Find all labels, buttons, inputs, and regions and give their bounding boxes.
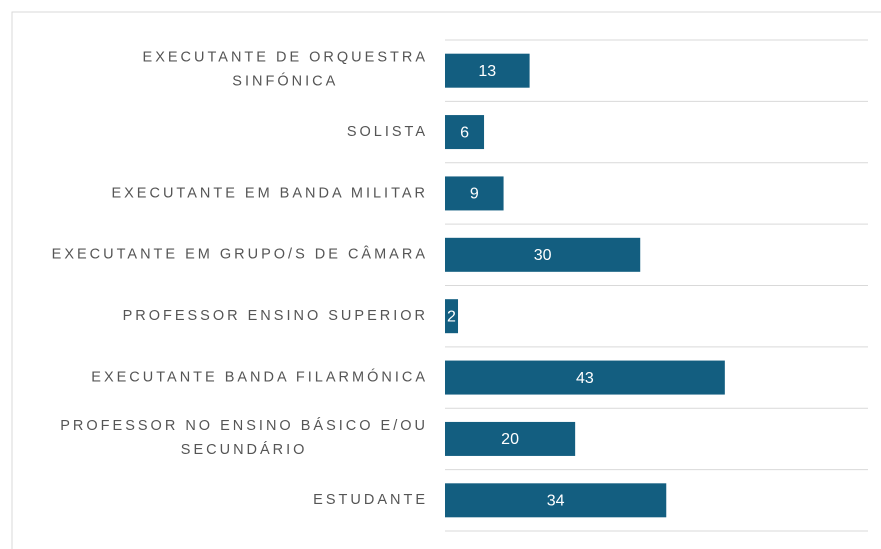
value-label: 30 [534,247,552,264]
y-tick-label: EXECUTANTE EM BANDA MILITAR [111,185,428,201]
y-tick-label: EXECUTANTE BANDA FILARMÓNICA [91,368,428,385]
value-label: 13 [478,63,496,80]
bar [445,299,459,334]
y-tick-label: EXECUTANTE EM GRUPO/S DE CÂMARA [52,246,428,263]
y-tick-label: ESTUDANTE [313,492,428,508]
bar [445,237,641,272]
frame [11,11,881,549]
y-tick-label: SOLISTA [347,124,428,140]
bar [445,421,576,456]
y-tick-label: SECUNDÁRIO [181,441,308,458]
bar [445,53,530,88]
bar [445,360,725,395]
value-label: 2 [447,308,456,325]
bar [445,483,667,518]
value-label: 34 [547,493,565,510]
value-label: 43 [576,370,594,387]
value-label: 6 [460,124,469,141]
y-tick-label: PROFESSOR NO ENSINO BÁSICO E/OU [60,417,428,434]
y-tick-label: PROFESSOR ENSINO SUPERIOR [123,308,428,324]
value-label: 20 [501,431,519,448]
bar [445,115,485,150]
y-tick-label: EXECUTANTE DE ORQUESTRA [143,50,428,66]
bar [445,176,504,211]
value-label: 9 [470,186,479,203]
y-tick-label: SINFÓNICA [232,73,338,90]
